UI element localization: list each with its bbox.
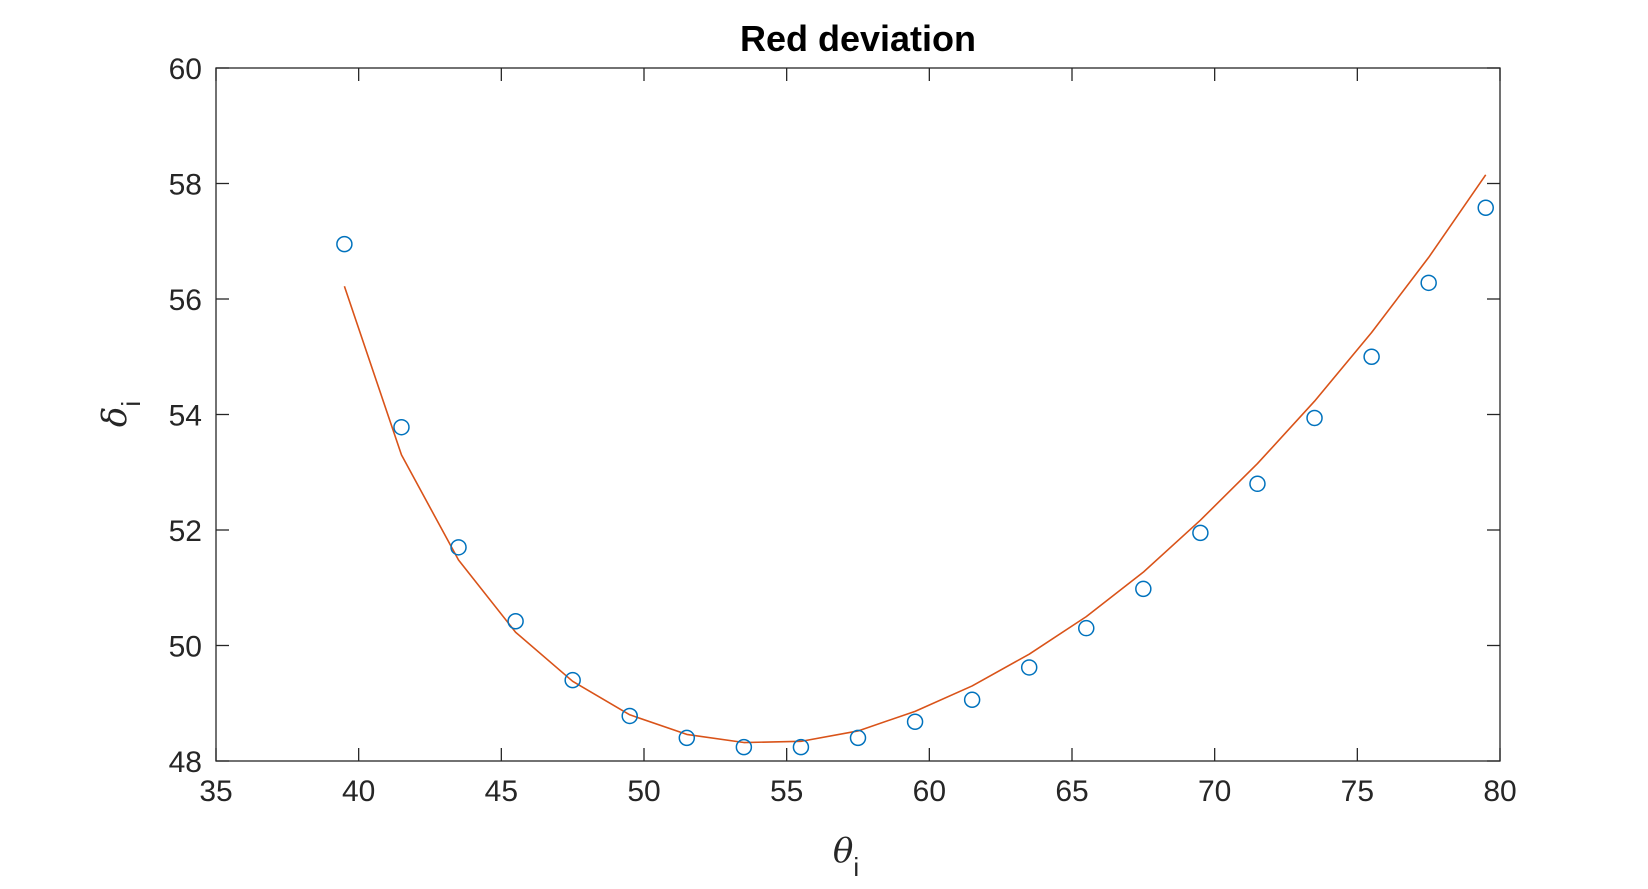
x-tick-label: 75 bbox=[1341, 775, 1374, 808]
y-tick-label: 50 bbox=[169, 631, 202, 664]
x-tick-label: 40 bbox=[342, 775, 375, 808]
y-tick-label: 58 bbox=[169, 169, 202, 202]
x-tick-label: 80 bbox=[1483, 775, 1516, 808]
y-tick-label: 56 bbox=[169, 284, 202, 317]
y-axis-symbol: δ bbox=[95, 407, 135, 427]
x-axis-subscript: i bbox=[853, 852, 859, 882]
x-tick-label: 50 bbox=[627, 775, 660, 808]
y-tick-label: 60 bbox=[169, 53, 202, 86]
y-tick-label: 52 bbox=[169, 515, 202, 548]
y-tick-label: 48 bbox=[169, 746, 202, 779]
x-tick-label: 70 bbox=[1198, 775, 1231, 808]
x-tick-label: 65 bbox=[1055, 775, 1088, 808]
y-tick-label: 54 bbox=[169, 400, 202, 433]
chart-title: Red deviation bbox=[740, 18, 976, 59]
y-axis-subscript: i bbox=[116, 401, 146, 407]
x-axis-label: θi bbox=[833, 831, 859, 882]
y-axis-label: δi bbox=[95, 401, 146, 427]
x-axis-symbol: θ bbox=[833, 831, 853, 871]
x-tick-labels: 35 40 45 50 55 60 65 70 75 80 bbox=[199, 775, 1516, 808]
x-tick-label: 60 bbox=[913, 775, 946, 808]
x-tick-label: 35 bbox=[199, 775, 232, 808]
x-tick-label: 55 bbox=[770, 775, 803, 808]
y-tick-labels: 48 50 52 54 56 58 60 bbox=[169, 53, 202, 779]
x-tick-label: 45 bbox=[485, 775, 518, 808]
